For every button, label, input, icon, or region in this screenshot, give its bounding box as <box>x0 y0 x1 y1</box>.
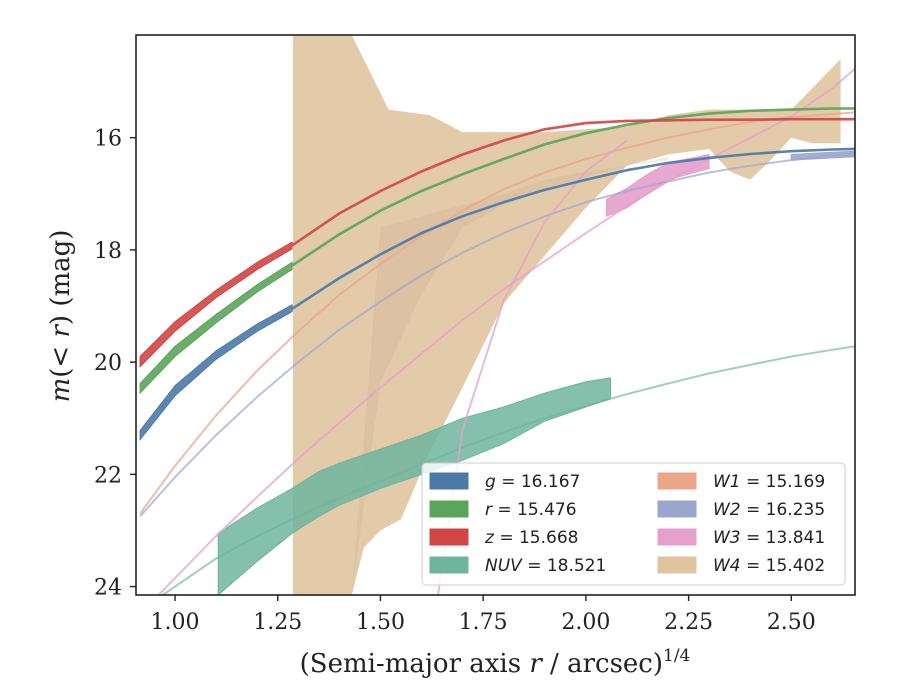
x-tick-label: 2.00 <box>561 610 610 635</box>
legend-label: r = 15.476 <box>485 500 577 520</box>
legend-item-z: z = 15.668 <box>429 528 578 548</box>
x-tick-label: 2.50 <box>767 610 816 635</box>
legend-item-w4: W4 = 15.402 <box>657 556 825 576</box>
x-tick-label: 1.25 <box>253 610 302 635</box>
legend-label: W3 = 13.841 <box>713 528 825 548</box>
legend-label: z = 15.668 <box>484 528 578 548</box>
y-axis: 16 18 20 22 24 <box>94 127 136 601</box>
legend-swatch <box>657 500 697 518</box>
legend-label: W2 = 16.235 <box>713 500 825 520</box>
x-axis: 1.00 1.25 1.50 1.75 2.00 2.25 2.50 <box>151 595 816 635</box>
legend-label: NUV = 18.521 <box>485 556 606 576</box>
legend-label: W1 = 15.169 <box>713 472 825 492</box>
w1-fit-line <box>139 111 855 515</box>
legend-swatch <box>429 556 469 574</box>
x-axis-label: (Semi-major axis r / arcsec)1/4 <box>300 646 691 679</box>
r-band <box>139 261 293 395</box>
y-axis-label: m(< r) (mag) <box>46 230 76 403</box>
legend-item-w3: W3 = 13.841 <box>657 528 825 548</box>
legend-item-w2: W2 = 16.235 <box>657 500 825 520</box>
legend-item-r: r = 15.476 <box>429 500 577 520</box>
g-fit-line <box>291 147 855 310</box>
plot-frame <box>135 34 856 596</box>
x-tick-label: 1.50 <box>356 610 405 635</box>
g-band <box>139 304 293 442</box>
legend-box <box>421 462 846 586</box>
legend-label: g = 16.167 <box>485 472 580 492</box>
x-tick-label: 1.75 <box>459 610 508 635</box>
y-tick-label: 22 <box>94 463 122 488</box>
y-tick-label: 24 <box>94 576 122 601</box>
legend-swatch <box>429 472 469 490</box>
legend-label: W4 = 15.402 <box>713 556 825 576</box>
w4-band <box>292 35 841 595</box>
legend-swatch <box>657 528 697 546</box>
legend-item-nuv: NUV = 18.521 <box>429 556 606 576</box>
w4-band-inner <box>351 157 669 595</box>
legend-item-w1: W1 = 15.169 <box>657 472 825 492</box>
legend-swatch <box>429 528 469 546</box>
y-tick-label: 20 <box>94 351 122 376</box>
w3-fit-line <box>157 67 855 595</box>
y-tick-label: 16 <box>94 127 122 152</box>
x-tick-label: 1.00 <box>151 610 200 635</box>
nuv-fit-line <box>162 345 855 595</box>
legend-item-g: g = 16.167 <box>429 472 580 492</box>
legend-swatch <box>429 500 469 518</box>
legend-swatch <box>657 556 697 574</box>
y-tick-label: 18 <box>94 239 122 264</box>
legend: g = 16.167 r = 15.476 z = 15.668 NUV = 18.5… <box>421 462 846 586</box>
z-band <box>139 241 293 368</box>
w3-fit-line-2 <box>437 139 628 595</box>
r-fit-line <box>291 107 855 267</box>
x-tick-label: 2.25 <box>664 610 713 635</box>
w2-fit-line <box>139 152 855 518</box>
z-fit-line <box>291 117 855 247</box>
plot-area <box>139 35 855 595</box>
legend-swatch <box>657 472 697 490</box>
